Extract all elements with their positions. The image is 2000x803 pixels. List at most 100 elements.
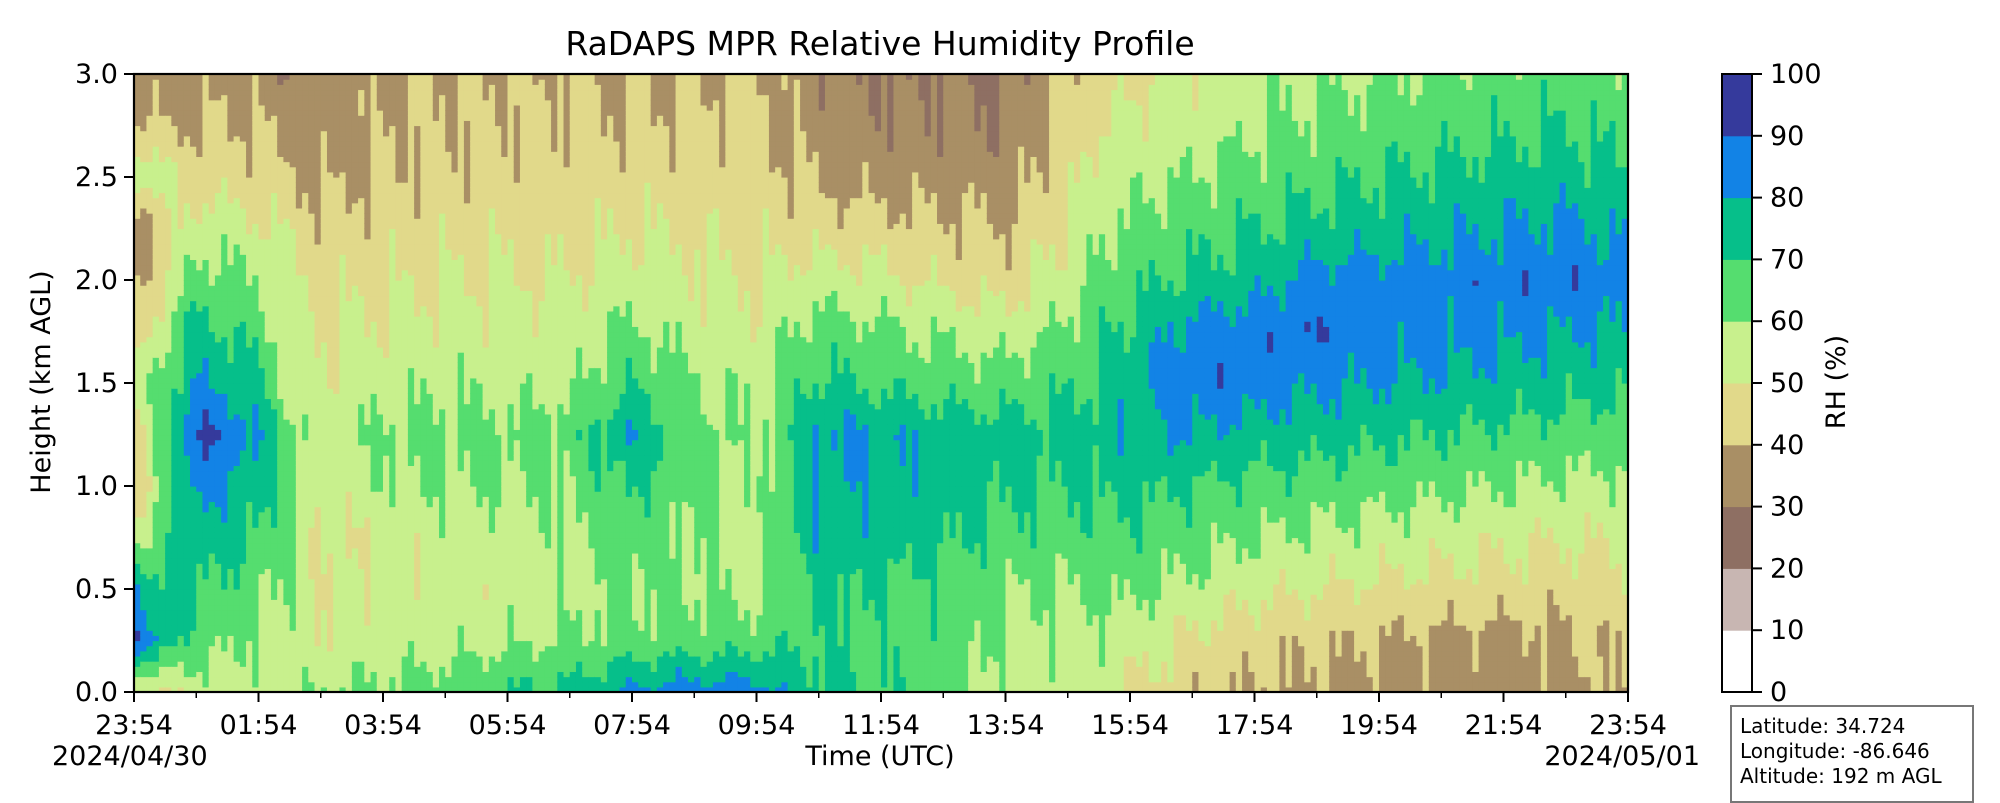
heatmap-cell [196,337,203,343]
heatmap-cell [178,429,185,435]
heatmap-cell [171,347,178,353]
heatmap-cell [165,172,172,178]
heatmap-cell [159,285,166,291]
heatmap-cell [184,362,191,368]
heatmap-cell [196,280,203,286]
heatmap-cell [153,630,160,636]
heatmap-cell [190,244,197,250]
heatmap-cell [209,635,216,641]
heatmap-cell [140,641,147,647]
heatmap-cell [202,100,209,106]
heatmap-cell [202,182,209,188]
heatmap-cell [215,682,222,688]
heatmap-cell [215,295,222,301]
heatmap-cell [196,671,203,677]
heatmap-cell [165,275,172,281]
heatmap-cell [190,589,197,595]
heatmap-cell [153,656,160,662]
heatmap-cell [171,465,178,471]
heatmap-cell [202,265,209,271]
heatmap-cell [153,249,160,255]
chart-canvas: RaDAPS MPR Relative Humidity Profile 23:… [0,0,2000,800]
heatmap-cell [153,244,160,250]
heatmap-cell [146,352,153,358]
heatmap-cell [184,579,191,585]
heatmap-cell [202,388,209,394]
heatmap-cell [171,126,178,132]
heatmap-cell [178,100,185,106]
heatmap-cell [171,507,178,513]
heatmap-cell [209,321,216,327]
heatmap-cell [153,120,160,126]
heatmap-cell [159,301,166,307]
heatmap-cell [215,290,222,296]
heatmap-cell [146,285,153,291]
heatmap-cell [190,512,197,518]
heatmap-cell [153,568,160,574]
heatmap-cell [196,414,203,420]
heatmap-cell [146,192,153,198]
heatmap-cell [153,465,160,471]
heatmap-cell [178,213,185,219]
heatmap-cell [171,630,178,636]
heatmap-cell [165,440,172,446]
heatmap-cell [190,481,197,487]
heatmap-cell [184,656,191,662]
heatmap-cell [184,285,191,291]
heatmap-cell [190,115,197,121]
heatmap-cell [209,419,216,425]
heatmap-cell [215,465,222,471]
heatmap-cell [140,440,147,446]
heatmap-cell [196,604,203,610]
heatmap-cell [178,604,185,610]
heatmap-cell [190,635,197,641]
heatmap-cell [171,414,178,420]
heatmap-cell [165,223,172,229]
heatmap-cell [209,192,216,198]
heatmap-cell [159,89,166,95]
heatmap-cell [159,254,166,260]
heatmap-cell [153,445,160,451]
heatmap-cell [140,126,147,132]
heatmap-cell [196,610,203,616]
heatmap-cell [146,162,153,168]
heatmap-cell [202,507,209,513]
heatmap-cell [196,398,203,404]
heatmap-cell [215,455,222,461]
heatmap-cell [178,151,185,157]
heatmap-cell [140,244,147,250]
heatmap-cell [196,378,203,384]
heatmap-cell [140,553,147,559]
heatmap-cell [190,141,197,147]
heatmap-cell [153,192,160,198]
heatmap-cell [196,290,203,296]
heatmap-cell [146,347,153,353]
heatmap-cell [196,574,203,580]
heatmap-cell [153,424,160,430]
heatmap-cell [153,234,160,240]
heatmap-cell [178,532,185,538]
heatmap-cell [184,357,191,363]
heatmap-cell [215,635,222,641]
heatmap-cell [159,100,166,106]
heatmap-cell [140,471,147,477]
heatmap-cell [215,254,222,260]
heatmap-cell [153,476,160,482]
heatmap-cell [159,651,166,657]
heatmap-cell [165,445,172,451]
heatmap-cell [178,666,185,672]
heatmap-cell [209,136,216,142]
heatmap-cell [178,239,185,245]
heatmap-cell [146,244,153,250]
heatmap-cell [140,604,147,610]
heatmap-cell [184,301,191,307]
heatmap-cell [140,538,147,544]
heatmap-cell [190,460,197,466]
heatmap-cell [209,234,216,240]
heatmap-cell [165,548,172,554]
heatmap-cell [190,208,197,214]
heatmap-cell [159,558,166,564]
heatmap-cell [190,532,197,538]
heatmap-cell [215,594,222,600]
heatmap-cell [184,414,191,420]
